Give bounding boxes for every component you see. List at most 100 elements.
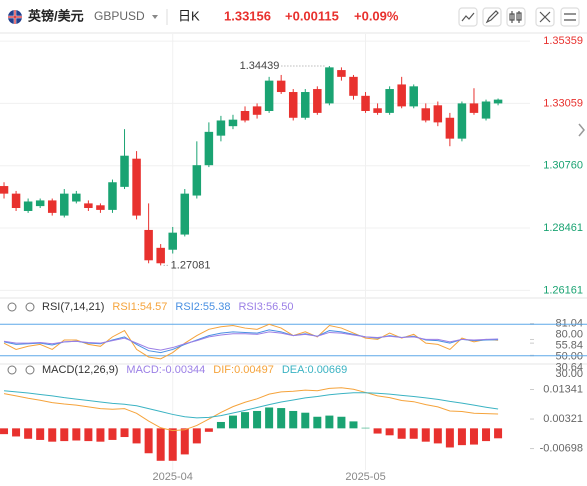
candle-icon xyxy=(509,11,522,23)
macd-bar xyxy=(0,428,9,435)
x-tick-label: 2025-04 xyxy=(153,471,193,483)
indicator-icon xyxy=(461,12,475,22)
candle-body xyxy=(361,95,370,111)
macd-bar xyxy=(96,428,105,442)
last-price: 1.33156 xyxy=(224,8,271,23)
indicator-title: MACD(12,26,9) xyxy=(42,364,118,376)
candle-body xyxy=(108,182,117,210)
legend-entry: RSI3:56.50 xyxy=(238,301,293,313)
macd-bar xyxy=(469,428,478,445)
candle-body xyxy=(493,99,503,104)
macd-bar xyxy=(397,428,406,439)
macd-bar xyxy=(216,421,225,429)
candle-body xyxy=(252,106,262,115)
candle-body xyxy=(47,200,57,213)
draw-button[interactable] xyxy=(482,7,502,27)
price-change-pct: +0.09% xyxy=(354,8,399,23)
candle-body xyxy=(156,247,165,264)
visibility-icon xyxy=(7,365,17,375)
candle-body xyxy=(228,119,238,127)
fullscreen-button[interactable] xyxy=(535,7,555,27)
candle-body xyxy=(445,117,455,139)
y-tick-label: 0.00321 xyxy=(543,413,583,425)
macd-bar xyxy=(120,428,129,438)
candle-body xyxy=(481,101,491,119)
macd-bar xyxy=(337,416,346,429)
candle-body xyxy=(457,103,467,139)
fullscreen-icon xyxy=(539,11,551,23)
macd-bar xyxy=(265,407,274,429)
y-tick-label: 1.33059 xyxy=(543,97,583,109)
macd-bar xyxy=(289,410,298,429)
candle-body xyxy=(11,193,21,208)
header: 英镑/美元 GBPUSD 日K 1.33156 +0.00115 +0.09% xyxy=(0,7,587,34)
candle-body xyxy=(144,229,153,261)
settings-button[interactable] xyxy=(560,7,580,27)
macd-bar xyxy=(494,428,503,439)
y-tick-label: 30.00 xyxy=(555,368,583,380)
y-tick-label: 50.00 xyxy=(555,351,583,363)
candle-body xyxy=(409,86,418,107)
period[interactable]: 日K xyxy=(178,8,200,23)
y-tick-label: 1.30760 xyxy=(543,160,583,172)
candle-body xyxy=(96,205,105,210)
candle-body xyxy=(373,108,382,113)
macd-bar xyxy=(168,428,177,461)
macd-bar xyxy=(144,428,153,454)
macd-bar xyxy=(48,428,57,442)
candle-body xyxy=(204,131,214,166)
draw-icon xyxy=(485,10,499,24)
candle-body xyxy=(216,120,226,136)
settings-icon xyxy=(25,365,35,375)
macd-bar xyxy=(180,428,189,455)
y-tick-label: 0.01341 xyxy=(543,383,583,395)
macd-bar xyxy=(457,428,466,446)
y-tick-label: 81.04 xyxy=(555,318,583,330)
macd-bar xyxy=(228,415,237,429)
macd-bar xyxy=(156,428,165,461)
candle-body xyxy=(421,108,431,121)
candle-body xyxy=(325,67,334,104)
low-annotation: 1.27081 xyxy=(171,259,211,271)
macd-bar xyxy=(373,428,382,434)
macd-bar xyxy=(12,428,21,437)
visibility-icon xyxy=(7,302,17,312)
y-tick-label: 55.84 xyxy=(555,340,583,352)
candle-body xyxy=(313,89,322,113)
candle-body xyxy=(264,80,274,111)
macd-bar xyxy=(36,428,45,440)
macd-bar xyxy=(385,428,394,436)
macd-bar xyxy=(301,412,310,429)
candle-button[interactable] xyxy=(506,7,526,27)
candle-body xyxy=(72,193,81,202)
macd-bar xyxy=(409,428,418,439)
y-tick-label: 1.35359 xyxy=(543,35,583,47)
candle-body xyxy=(349,76,358,96)
legend-entry: RSI2:55.38 xyxy=(175,301,230,313)
candle-body xyxy=(433,105,443,123)
pair-name: 英镑/美元 xyxy=(27,8,84,23)
candle-body xyxy=(276,80,286,93)
candle-body xyxy=(337,70,346,77)
macd-bar xyxy=(482,428,491,442)
expand-arrow[interactable] xyxy=(578,123,585,137)
macd-bar xyxy=(253,410,262,429)
macd-bar xyxy=(204,428,213,432)
candle-body xyxy=(0,186,9,194)
x-tick-label: 2025-05 xyxy=(345,471,385,483)
macd-bar xyxy=(349,421,358,429)
macd-bar xyxy=(24,428,33,439)
indicator-line xyxy=(3,390,499,419)
macd-bar xyxy=(241,412,250,429)
indicator-line xyxy=(3,331,499,351)
candle-body xyxy=(397,84,406,107)
legend-entry: DEA:0.00669 xyxy=(282,364,347,376)
macd-bar xyxy=(361,427,370,429)
indicator-button[interactable] xyxy=(458,7,478,27)
dropdown-caret[interactable] xyxy=(152,15,158,19)
legend-entry: DIF:0.00497 xyxy=(213,364,274,376)
candle-body xyxy=(301,92,310,118)
candle-body xyxy=(120,155,129,187)
macd-bar xyxy=(325,415,334,429)
candle-body xyxy=(23,201,33,211)
